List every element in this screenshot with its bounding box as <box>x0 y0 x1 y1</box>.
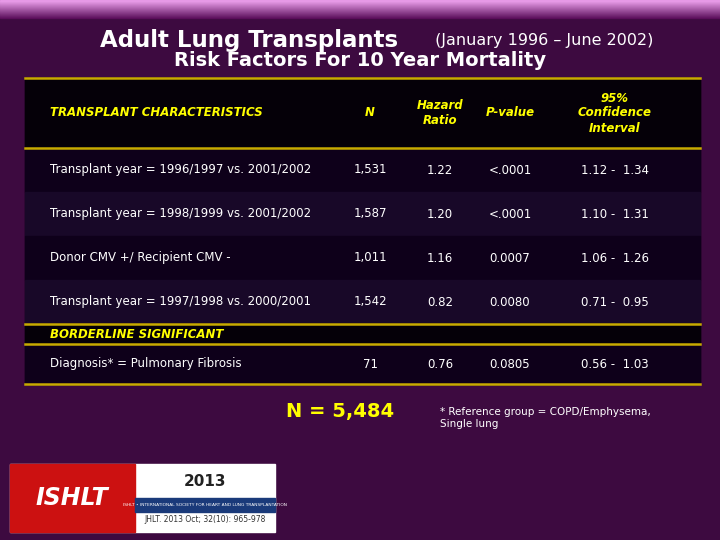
Bar <box>10 464 275 532</box>
Text: Donor CMV +/ Recipient CMV -: Donor CMV +/ Recipient CMV - <box>50 252 230 265</box>
Bar <box>25 344 700 384</box>
Text: 1,587: 1,587 <box>354 207 387 220</box>
Text: (January 1996 – June 2002): (January 1996 – June 2002) <box>430 32 653 48</box>
Text: Diagnosis* = Pulmonary Fibrosis: Diagnosis* = Pulmonary Fibrosis <box>50 357 242 370</box>
Bar <box>0 1 720 2</box>
Text: 1,531: 1,531 <box>354 164 387 177</box>
Bar <box>0 0 720 1</box>
Bar <box>25 324 700 344</box>
Bar <box>0 17 720 18</box>
Text: Adult Lung Transplants: Adult Lung Transplants <box>100 29 398 51</box>
Text: P-value: P-value <box>485 106 534 119</box>
Text: JHLT. 2013 Oct; 32(10): 965-978: JHLT. 2013 Oct; 32(10): 965-978 <box>144 516 266 524</box>
Text: 0.56 -  1.03: 0.56 - 1.03 <box>581 357 649 370</box>
Text: * Reference group = COPD/Emphysema,
Single lung: * Reference group = COPD/Emphysema, Sing… <box>440 407 651 429</box>
Bar <box>0 4 720 6</box>
Bar <box>0 15 720 16</box>
Bar <box>0 12 720 14</box>
Bar <box>0 11 720 13</box>
Bar <box>0 2 720 3</box>
Bar <box>25 78 700 384</box>
Text: <.0001: <.0001 <box>488 164 531 177</box>
Bar <box>135 498 275 512</box>
Bar <box>0 16 720 17</box>
Text: 0.76: 0.76 <box>427 357 453 370</box>
Bar <box>0 14 720 15</box>
Text: 1.20: 1.20 <box>427 207 453 220</box>
Text: 0.0805: 0.0805 <box>490 357 531 370</box>
Text: 71: 71 <box>362 357 377 370</box>
Text: 1.22: 1.22 <box>427 164 453 177</box>
Bar <box>10 464 135 532</box>
Bar <box>0 8 720 9</box>
Text: 0.71 -  0.95: 0.71 - 0.95 <box>581 295 649 308</box>
Text: Risk Factors For 10 Year Mortality: Risk Factors For 10 Year Mortality <box>174 51 546 70</box>
Bar <box>0 10 720 12</box>
Bar <box>25 192 700 236</box>
Text: N: N <box>365 106 375 119</box>
Text: Transplant year = 1998/1999 vs. 2001/2002: Transplant year = 1998/1999 vs. 2001/200… <box>50 207 311 220</box>
Bar <box>0 9 720 10</box>
Bar <box>0 5 720 7</box>
Text: 1,542: 1,542 <box>354 295 387 308</box>
Text: 0.0080: 0.0080 <box>490 295 531 308</box>
Text: 0.82: 0.82 <box>427 295 453 308</box>
Bar <box>0 3 720 5</box>
Text: N = 5,484: N = 5,484 <box>286 402 394 422</box>
Bar <box>25 148 700 192</box>
Text: 1.12 -  1.34: 1.12 - 1.34 <box>581 164 649 177</box>
Bar <box>25 236 700 280</box>
Text: Transplant year = 1996/1997 vs. 2001/2002: Transplant year = 1996/1997 vs. 2001/200… <box>50 164 311 177</box>
Bar <box>25 280 700 324</box>
Text: TRANSPLANT CHARACTERISTICS: TRANSPLANT CHARACTERISTICS <box>50 106 263 119</box>
Text: <.0001: <.0001 <box>488 207 531 220</box>
Text: ISHLT • INTERNATIONAL SOCIETY FOR HEART AND LUNG TRANSPLANTATION: ISHLT • INTERNATIONAL SOCIETY FOR HEART … <box>123 503 287 507</box>
Text: 95%
Confidence
Interval: 95% Confidence Interval <box>578 91 652 134</box>
Bar <box>0 3 720 4</box>
Text: Hazard
Ratio: Hazard Ratio <box>417 99 463 127</box>
Text: 1.10 -  1.31: 1.10 - 1.31 <box>581 207 649 220</box>
Bar <box>0 10 720 11</box>
Text: 1.16: 1.16 <box>427 252 453 265</box>
Text: Transplant year = 1997/1998 vs. 2000/2001: Transplant year = 1997/1998 vs. 2000/200… <box>50 295 311 308</box>
Bar <box>25 78 700 148</box>
Bar <box>0 6 720 8</box>
Text: 1,011: 1,011 <box>354 252 387 265</box>
Text: 1.06 -  1.26: 1.06 - 1.26 <box>581 252 649 265</box>
Text: 2013: 2013 <box>184 475 226 489</box>
Text: 0.0007: 0.0007 <box>490 252 531 265</box>
Text: ISHLT: ISHLT <box>35 486 109 510</box>
Text: BORDERLINE SIGNIFICANT: BORDERLINE SIGNIFICANT <box>50 327 223 341</box>
